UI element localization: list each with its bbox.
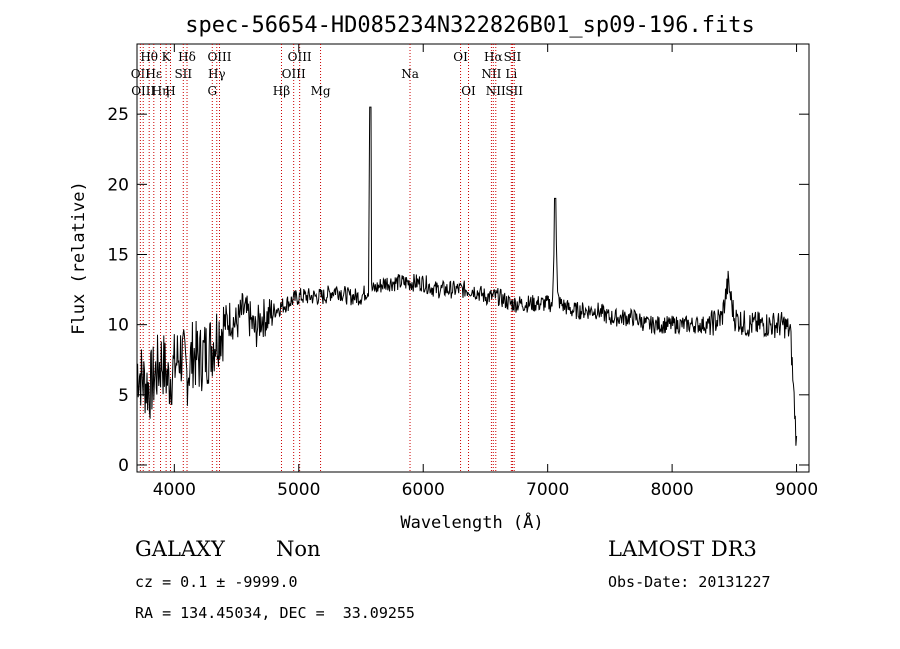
line-marker-label: OIII	[288, 50, 312, 64]
line-marker-label: Na	[401, 67, 419, 81]
object-type: GALAXY	[135, 537, 225, 561]
line-marker-label: NII	[481, 67, 501, 81]
y-tick-label: 15	[107, 245, 129, 265]
line-marker-label: OII	[131, 67, 151, 81]
line-marker-label: Hδ	[178, 50, 196, 64]
y-axis-label: Flux (relative)	[69, 181, 89, 335]
line-marker-label: Hα	[484, 50, 503, 64]
line-marker-label: Hθ	[140, 50, 158, 64]
line-marker-label: OI	[453, 50, 468, 64]
chart-title: spec-56654-HD085234N322826B01_sp09-196.f…	[185, 13, 755, 38]
axis-ticks: 4000 5000 6000 7000 8000 9000 0 5 10 15 20 25	[107, 44, 818, 500]
x-tick-label: 6000	[402, 480, 445, 500]
line-marker-label: OIII	[131, 84, 155, 98]
line-marker-label: K	[162, 50, 172, 64]
line-marker-label: Li	[505, 67, 517, 81]
line-marker-label: H	[165, 84, 175, 98]
x-tick-label: 9000	[775, 480, 818, 500]
line-marker-label: OIII	[282, 67, 306, 81]
obs-date-text: Obs-Date: 20131227	[608, 573, 771, 591]
y-tick-label: 0	[118, 456, 129, 476]
line-marker-label: NII	[486, 84, 506, 98]
spectrum-line	[136, 106, 798, 446]
line-marker-label: Mg	[311, 84, 331, 98]
plot-frame	[136, 43, 810, 473]
y-tick-label: 5	[118, 386, 129, 406]
line-marker-label: SII	[504, 50, 522, 64]
line-marker-label: Hη	[152, 84, 170, 98]
line-marker-label: OI	[461, 84, 476, 98]
line-marker-label: OIII	[207, 50, 231, 64]
redshift-text: cz = 0.1 ± -9999.0	[135, 573, 298, 591]
x-tick-label: 5000	[277, 480, 320, 500]
line-marker-label: Hγ	[208, 67, 226, 81]
x-axis-label: Wavelength (Å)	[400, 511, 543, 533]
line-marker-label: SII	[174, 67, 192, 81]
y-tick-label: 10	[107, 316, 129, 336]
survey-name: LAMOST DR3	[608, 537, 757, 561]
line-marker-label: Hβ	[273, 84, 290, 98]
object-subclass: Non	[276, 537, 321, 561]
spectral-line-markers: OII OIII Hθ Hε Hη K H Hδ SII G Hγ OIII Hβ OIII OIII Mg N…	[131, 44, 523, 472]
coordinates-text: RA = 134.45034, DEC = 33.09255	[135, 604, 415, 622]
x-tick-label: 7000	[526, 480, 569, 500]
y-tick-label: 25	[107, 105, 129, 125]
y-tick-label: 20	[107, 175, 129, 195]
x-tick-label: 8000	[650, 480, 693, 500]
line-marker-label: SII	[505, 84, 523, 98]
x-tick-label: 4000	[153, 480, 196, 500]
line-marker-label: Hε	[145, 67, 162, 81]
line-marker-label: G	[207, 84, 217, 98]
